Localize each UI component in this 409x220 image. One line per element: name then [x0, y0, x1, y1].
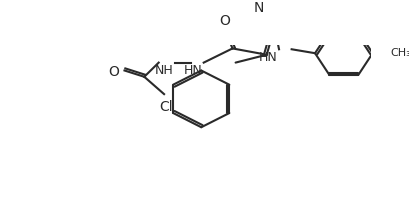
- Text: HN: HN: [258, 51, 276, 64]
- Text: CH₃: CH₃: [390, 48, 409, 58]
- Text: N: N: [253, 0, 263, 15]
- Text: Cl: Cl: [159, 100, 172, 114]
- Text: O: O: [108, 65, 119, 79]
- Text: HN: HN: [184, 64, 202, 77]
- Text: NH: NH: [155, 64, 173, 77]
- Text: O: O: [218, 14, 229, 28]
